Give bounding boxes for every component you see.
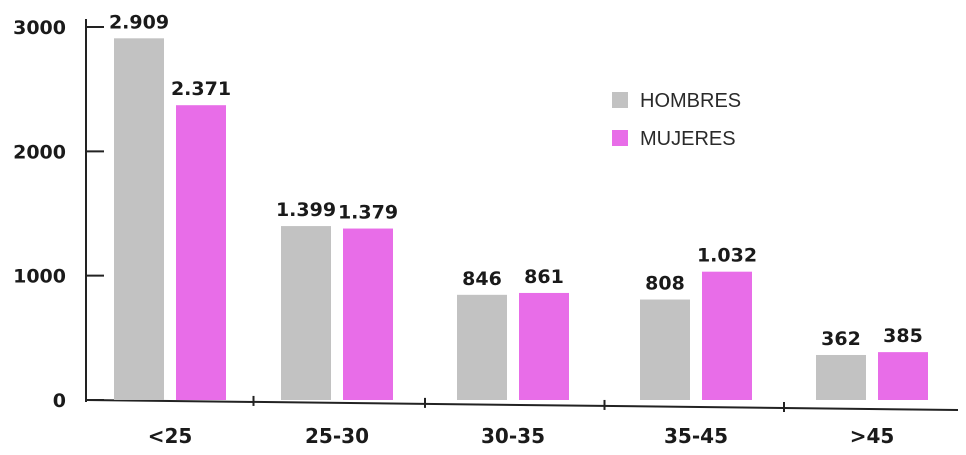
bar-hombres-1 — [281, 226, 331, 400]
y-axis: 0 1000 2000 3000 — [13, 17, 104, 412]
data-label: 861 — [524, 266, 564, 288]
bar-mujeres-3 — [702, 271, 752, 400]
x-tick-label: 30-35 — [481, 424, 545, 448]
bar-mujeres-0 — [176, 105, 226, 401]
bar-hombres-0 — [114, 38, 164, 401]
bar-mujeres-2 — [519, 292, 569, 400]
x-tick-label: <25 — [148, 424, 193, 448]
data-label: 1.379 — [338, 202, 398, 224]
legend-swatch — [612, 130, 628, 146]
y-tick-label: 1000 — [13, 266, 66, 288]
y-tick-label: 2000 — [13, 141, 66, 163]
bars — [114, 38, 928, 401]
bar-hombres-4 — [816, 354, 866, 400]
bar-hombres-2 — [457, 294, 507, 400]
data-label: 385 — [883, 325, 923, 347]
y-tick-label: 3000 — [13, 17, 66, 39]
data-label: 1.032 — [697, 245, 757, 267]
data-label: 846 — [462, 268, 502, 290]
x-axis — [85, 395, 959, 413]
data-label: 2.371 — [171, 78, 231, 100]
legend: HOMBRES MUJERES — [612, 90, 741, 150]
bar-hombres-3 — [640, 299, 690, 400]
data-label: 808 — [645, 273, 685, 295]
data-label: 1.399 — [276, 199, 336, 221]
legend-label: HOMBRES — [640, 90, 741, 112]
legend-label: MUJERES — [640, 128, 736, 150]
x-tick-label: 25-30 — [305, 424, 369, 448]
legend-swatch — [612, 92, 628, 108]
data-label: 2.909 — [109, 11, 169, 33]
category-labels: <25 25-30 30-35 35-45 >45 — [148, 424, 895, 448]
x-tick-label: 35-45 — [664, 424, 728, 448]
bar-mujeres-1 — [343, 228, 393, 400]
y-tick-label: 0 — [53, 390, 66, 412]
data-labels: 2.909 2.371 1.399 1.379 846 861 808 1.032 362 385 — [109, 11, 923, 350]
data-label: 362 — [821, 328, 861, 350]
x-axis-line — [85, 399, 959, 411]
bar-mujeres-4 — [878, 352, 928, 400]
x-tick-label: >45 — [850, 424, 895, 448]
